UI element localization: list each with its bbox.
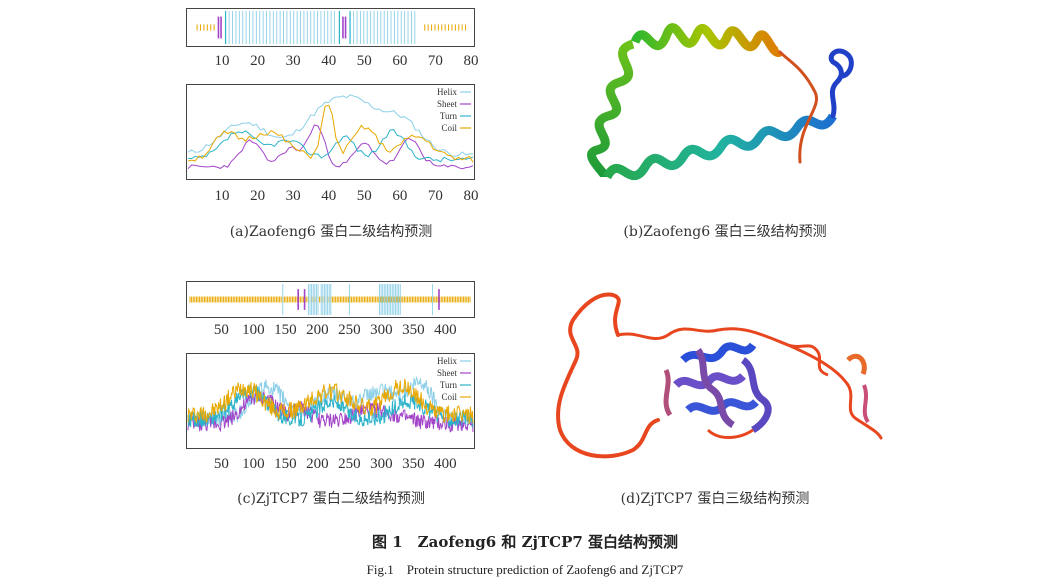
x-tick-label: 50 (213, 322, 229, 338)
x-tick-label: 30 (285, 188, 301, 204)
x-tick-label: 70 (427, 188, 443, 204)
track-segment-coil (196, 24, 215, 31)
x-tick-label: 50 (356, 188, 372, 204)
track-segment-coil (424, 24, 467, 31)
track-segment-sheet (217, 16, 222, 39)
x-tick-label: 350 (402, 322, 425, 338)
panel-a-track-ticks: 10 20 30 40 50 60 70 80 (186, 53, 479, 71)
legend-label: Helix (437, 356, 457, 366)
figure-title: 图 1 Zaofeng6 和 ZjTCP7 蛋白结构预测 (371, 533, 679, 551)
x-tick-label: 80 (463, 188, 479, 204)
track-segment-helix (379, 284, 401, 315)
track-segment-helix (307, 284, 319, 315)
x-tick-label: 300 (370, 456, 393, 472)
x-tick-label: 100 (242, 322, 265, 338)
x-tick-label: 40 (321, 188, 337, 204)
panel-a-chart-ticks: 10 20 30 40 50 60 70 80 (186, 188, 479, 206)
legend-label: Sheet (437, 368, 457, 378)
track-frame (186, 8, 475, 47)
x-tick-label: 250 (338, 322, 361, 338)
x-tick-label: 70 (427, 53, 443, 69)
panel-a-caption: (a)Zaofeng6 蛋白二级结构预测 (229, 224, 433, 240)
x-tick-label: 200 (306, 456, 329, 472)
x-tick-label: 20 (250, 53, 266, 69)
series-line-coil (187, 104, 474, 163)
chart-legend: Helix Sheet Turn Coil (437, 87, 471, 133)
legend-label: Sheet (437, 99, 457, 109)
x-tick-label: 250 (338, 456, 361, 472)
panel-c-caption: (c)ZjTCP7 蛋白二级结构预测 (237, 491, 425, 507)
x-tick-label: 50 (356, 53, 372, 69)
panel-a-track (186, 8, 475, 47)
legend-label: Turn (440, 111, 458, 121)
series-line-coil (187, 378, 474, 424)
panel-b-caption: (b)Zaofeng6 蛋白三级结构预测 (623, 224, 827, 240)
x-tick-label: 80 (463, 53, 479, 69)
x-tick-label: 20 (250, 188, 266, 204)
x-tick-label: 60 (392, 188, 408, 204)
legend-label: Helix (437, 87, 457, 97)
x-tick-label: 150 (274, 456, 297, 472)
legend-label: Coil (441, 392, 457, 402)
x-tick-label: 60 (392, 53, 408, 69)
x-tick-label: 30 (285, 53, 301, 69)
x-tick-label: 400 (434, 322, 457, 338)
x-tick-label: 10 (214, 53, 230, 69)
panel-d-caption: (d)ZjTCP7 蛋白三级结构预测 (620, 491, 810, 507)
x-tick-label: 200 (306, 322, 329, 338)
track-segment-sheet (342, 16, 347, 39)
figure-title-english: Fig.1 Protein structure prediction of Za… (366, 562, 684, 577)
x-tick-label: 400 (434, 456, 457, 472)
track-segment-helix (353, 11, 416, 44)
x-tick-label: 100 (242, 456, 265, 472)
x-tick-label: 150 (274, 322, 297, 338)
series-line-sheet (187, 388, 474, 433)
track-segment-helix (320, 284, 332, 315)
x-tick-label: 40 (321, 53, 337, 69)
panel-a-chart: Helix Sheet Turn Coil (186, 84, 475, 180)
x-tick-label: 10 (214, 188, 230, 204)
series-line-helix (187, 94, 473, 157)
x-tick-label: 300 (370, 322, 393, 338)
track-segment-helix (228, 11, 335, 44)
series-line-turn (187, 384, 474, 429)
chart-legend: Helix Sheet Turn Coil (437, 356, 471, 402)
legend-label: Coil (441, 123, 457, 133)
x-tick-label: 50 (213, 456, 229, 472)
x-tick-label: 350 (402, 456, 425, 472)
panel-c-track-ticks: 50 100 150 200 250 300 350 400 (186, 322, 475, 340)
zaofeng6-3d-structure-image (587, 23, 854, 180)
series-line-sheet (187, 124, 474, 170)
panel-c-chart: Helix Sheet Turn Coil (186, 353, 475, 449)
panel-c-chart-ticks: 50 100 150 200 250 300 350 400 (186, 456, 475, 474)
legend-label: Turn (440, 380, 458, 390)
panel-c-track (186, 281, 475, 318)
zjtcp7-3d-structure-image (556, 292, 883, 459)
